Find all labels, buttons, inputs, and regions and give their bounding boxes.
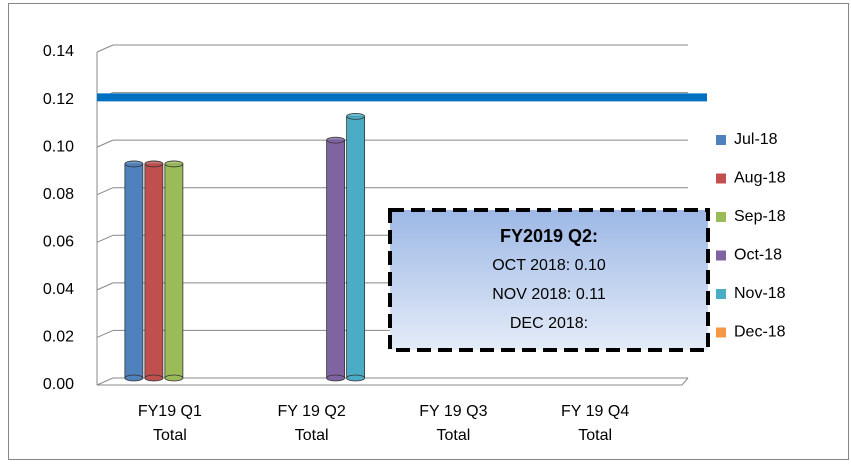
- legend-label: Dec-18: [734, 324, 786, 341]
- bar-top: [124, 160, 144, 168]
- x-tick-label: FY19 Q1 Total: [138, 403, 202, 444]
- annotation-text: OCT 2018: 0.10: [492, 257, 606, 274]
- bar-body: [164, 163, 184, 379]
- grid-line: [96, 377, 688, 386]
- y-tick-label: 0.14: [43, 43, 74, 60]
- bar-body: [124, 163, 144, 379]
- legend-swatch: [716, 289, 726, 299]
- legend-label: Jul-18: [734, 131, 778, 148]
- grid-line: [96, 139, 688, 148]
- y-tick-label: 0.00: [43, 376, 74, 393]
- grid-line-side: [96, 329, 114, 338]
- x-tick-label-line: Total: [295, 427, 329, 444]
- bar-bottom: [144, 374, 164, 382]
- bar-top: [326, 136, 346, 144]
- bar-top: [144, 160, 164, 168]
- floor-right: [681, 377, 689, 386]
- grid-line-side: [96, 44, 114, 53]
- annotation-text: FY2019 Q2:: [500, 226, 598, 246]
- bar-body: [326, 139, 346, 379]
- bar-bottom: [326, 374, 346, 382]
- bar: [164, 160, 184, 382]
- x-tick-label-line: FY 19 Q4: [561, 403, 629, 420]
- bar: [346, 112, 366, 382]
- grid-line-side: [96, 139, 114, 148]
- legend-swatch: [716, 250, 726, 261]
- bar-body: [346, 115, 366, 379]
- bar-top: [346, 112, 366, 120]
- legend-label: Sep-18: [734, 208, 786, 225]
- y-tick-label: 0.02: [43, 329, 74, 346]
- x-tick-label-line: FY 19 Q2: [278, 403, 346, 420]
- grid-line-side: [96, 377, 114, 386]
- x-tick-label-line: Total: [153, 427, 187, 444]
- grid-line-side: [96, 187, 114, 196]
- x-tick-label-line: Total: [578, 427, 612, 444]
- y-tick-label: 0.08: [43, 186, 74, 203]
- bar-bottom: [124, 374, 144, 382]
- bar: [144, 160, 164, 382]
- legend-swatch: [716, 173, 726, 184]
- legend-swatch: [716, 327, 726, 338]
- y-tick-label: 0.12: [43, 91, 74, 108]
- y-tick-label: 0.04: [43, 281, 74, 298]
- legend-label: Oct-18: [734, 247, 782, 264]
- x-tick-label-line: Total: [436, 427, 470, 444]
- x-tick-label: FY 19 Q3 Total: [419, 403, 487, 444]
- legend-label: Aug-18: [734, 170, 786, 187]
- bar: [326, 136, 346, 382]
- annotation-text: NOV 2018: 0.11: [492, 286, 606, 303]
- bar-top: [164, 160, 184, 168]
- grid-line-side: [96, 234, 114, 243]
- x-tick-label-line: FY19 Q1: [138, 403, 202, 420]
- bar-body: [144, 163, 164, 379]
- x-tick-label: FY 19 Q4 Total: [561, 403, 629, 444]
- bar-bottom: [164, 374, 184, 382]
- legend-label: Nov-18: [734, 285, 786, 302]
- x-tick-label-line: FY 19 Q3: [419, 403, 487, 420]
- annotation-box: [388, 208, 710, 352]
- legend-swatch: [716, 135, 726, 145]
- y-tick-label: 0.06: [43, 234, 74, 251]
- grid-line: [96, 187, 688, 196]
- legend-swatch: [716, 212, 726, 222]
- annotation-text: DEC 2018:: [510, 315, 588, 332]
- grid-line: [96, 44, 688, 53]
- bar: [124, 160, 144, 382]
- grid-line-side: [96, 282, 114, 291]
- bar-bottom: [346, 374, 366, 382]
- x-tick-label: FY 19 Q2 Total: [278, 403, 346, 444]
- y-tick-label: 0.10: [43, 138, 74, 155]
